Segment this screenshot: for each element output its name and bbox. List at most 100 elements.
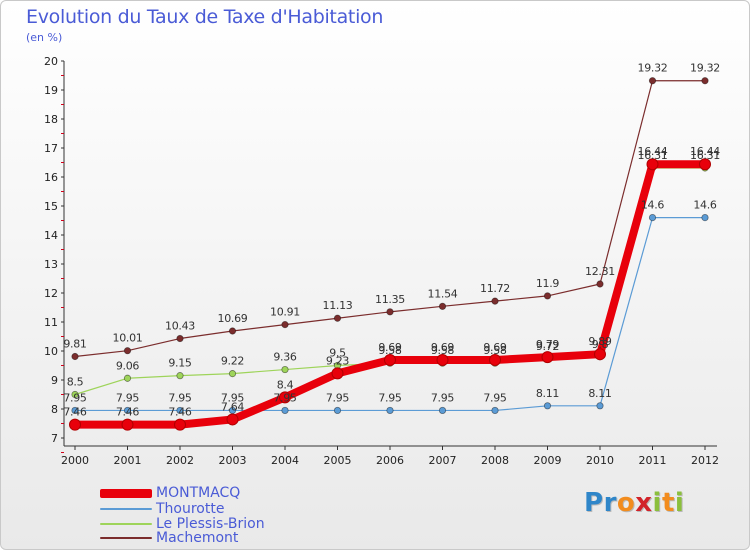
data-label-montmacq: 7.46 <box>63 406 87 419</box>
proxiti-logo: Proxiti <box>584 488 684 518</box>
point-montmacq <box>541 351 554 364</box>
legend-item-thourotte: Thourotte <box>100 502 224 516</box>
data-label-thourotte: 7.95 <box>483 391 507 404</box>
data-label-le-plessis-brion: 9.22 <box>221 355 244 368</box>
point-thourotte <box>281 406 289 415</box>
logo-letter: i <box>652 488 662 518</box>
chart-subtitle: (en %) <box>26 31 63 44</box>
point-machemont <box>438 302 447 310</box>
point-machemont <box>176 334 184 343</box>
point-machemont <box>543 292 552 300</box>
data-label-montmacq: 9.69 <box>378 341 402 354</box>
x-tick-label: 2008 <box>481 454 509 467</box>
data-label-machemont: 10.69 <box>218 312 248 325</box>
point-le-plessis-brion <box>228 370 237 378</box>
y-tick-label: 11 <box>44 316 58 329</box>
y-tick-label: 19 <box>44 84 58 97</box>
data-label-thourotte: 7.95 <box>168 391 192 404</box>
data-label-machemont: 11.13 <box>323 299 353 312</box>
point-thourotte <box>123 406 132 415</box>
data-label-le-plessis-brion: 9.58 <box>431 344 455 357</box>
x-tick-label: 2004 <box>271 454 299 467</box>
legend-label-machemont: Machemont <box>156 530 239 546</box>
legend-swatch-machemont <box>100 537 152 539</box>
x-tick-label: 2002 <box>166 454 194 467</box>
point-machemont <box>701 77 709 85</box>
data-label-le-plessis-brion: 9.58 <box>483 344 507 357</box>
data-label-le-plessis-brion: 9.72 <box>536 340 559 353</box>
point-machemont <box>386 308 394 316</box>
point-montmacq <box>174 418 186 431</box>
data-label-thourotte: 14.6 <box>693 199 717 212</box>
logo-letter: P <box>584 488 604 518</box>
point-montmacq <box>699 158 711 171</box>
data-label-le-plessis-brion: 9.58 <box>378 344 402 357</box>
data-label-thourotte: 8.11 <box>536 387 559 400</box>
data-label-machemont: 9.81 <box>63 338 86 351</box>
legend-swatch-le-plessis-brion <box>100 523 152 525</box>
chart-axes: 7 8 9 10 11 12 13 14 15 16 17 18 19 20 2000 2001 2002 200… <box>44 55 719 467</box>
y-tick-label: 18 <box>44 113 58 126</box>
y-tick-label: 9 <box>51 374 58 387</box>
data-label-le-plessis-brion: 9.8 <box>592 338 609 351</box>
point-le-plessis-brion <box>281 365 289 374</box>
point-machemont <box>123 347 132 355</box>
point-montmacq <box>279 391 291 404</box>
logo-letter: i <box>674 488 685 518</box>
logo-letter: r <box>603 488 617 518</box>
legend-label-montmacq: MONTMACQ <box>156 485 241 501</box>
point-le-plessis-brion <box>176 372 184 380</box>
data-labels-layer: 7.46 7.46 7.46 7.648.49.239.69 9.69 9.69 9.79 9… <box>63 62 720 419</box>
point-machemont <box>333 314 342 322</box>
point-montmacq <box>384 353 396 366</box>
point-thourotte <box>333 406 342 415</box>
data-label-montmacq: 9.79 <box>536 338 560 351</box>
data-label-le-plessis-brion: 9.15 <box>168 357 192 370</box>
legend-item-le-plessis-brion: Le Plessis-Brion <box>100 517 265 531</box>
point-machemont <box>281 321 289 329</box>
x-tick-label: 2006 <box>376 454 404 467</box>
data-label-montmacq: 9.89 <box>588 335 612 348</box>
data-label-le-plessis-brion: 8.5 <box>67 376 84 389</box>
point-montmacq <box>646 158 659 171</box>
point-thourotte <box>596 402 604 410</box>
data-label-le-plessis-brion: 9.36 <box>273 351 297 364</box>
data-label-machemont: 10.01 <box>113 332 143 345</box>
x-tick-label: 2001 <box>114 454 142 467</box>
data-label-thourotte: 7.95 <box>63 391 87 404</box>
y-tick-label: 16 <box>44 171 58 184</box>
y-tick-label: 10 <box>44 345 58 358</box>
data-label-thourotte: 14.6 <box>641 199 665 212</box>
x-tick-label: 2007 <box>429 454 457 467</box>
data-label-machemont: 19.32 <box>638 62 668 75</box>
data-label-montmacq: 16.44 <box>638 145 668 158</box>
point-thourotte <box>701 214 709 222</box>
y-tick-label: 12 <box>44 287 58 300</box>
data-label-machemont: 11.35 <box>375 293 405 306</box>
point-machemont <box>596 280 604 288</box>
logo-letter: x <box>635 488 653 518</box>
point-machemont <box>71 352 79 361</box>
data-label-thourotte: 8.11 <box>588 387 611 400</box>
legend-swatch-thourotte <box>100 508 152 510</box>
chart-title: Evolution du Taux de Taxe d'Habitation <box>26 6 384 28</box>
x-tick-label: 2012 <box>691 454 719 467</box>
data-label-machemont: 10.43 <box>165 320 195 333</box>
data-label-montmacq: 7.64 <box>221 400 245 413</box>
x-tick-label: 2009 <box>534 454 562 467</box>
data-label-le-plessis-brion: 16.31 <box>638 149 668 162</box>
point-montmacq <box>594 348 606 361</box>
point-thourotte <box>543 402 552 410</box>
data-label-montmacq: 7.46 <box>168 406 192 419</box>
point-machemont <box>491 297 499 305</box>
point-thourotte <box>491 406 499 415</box>
point-montmacq <box>69 418 81 431</box>
point-thourotte <box>71 406 79 415</box>
legend-label-le-plessis-brion: Le Plessis-Brion <box>156 516 265 532</box>
data-label-montmacq: 8.4 <box>277 378 294 391</box>
data-label-thourotte: 7.95 <box>431 391 455 404</box>
y-tick-label: 15 <box>44 200 58 213</box>
point-machemont <box>228 327 237 335</box>
data-label-machemont: 11.72 <box>480 282 510 295</box>
legend-swatch-montmacq <box>100 488 152 498</box>
